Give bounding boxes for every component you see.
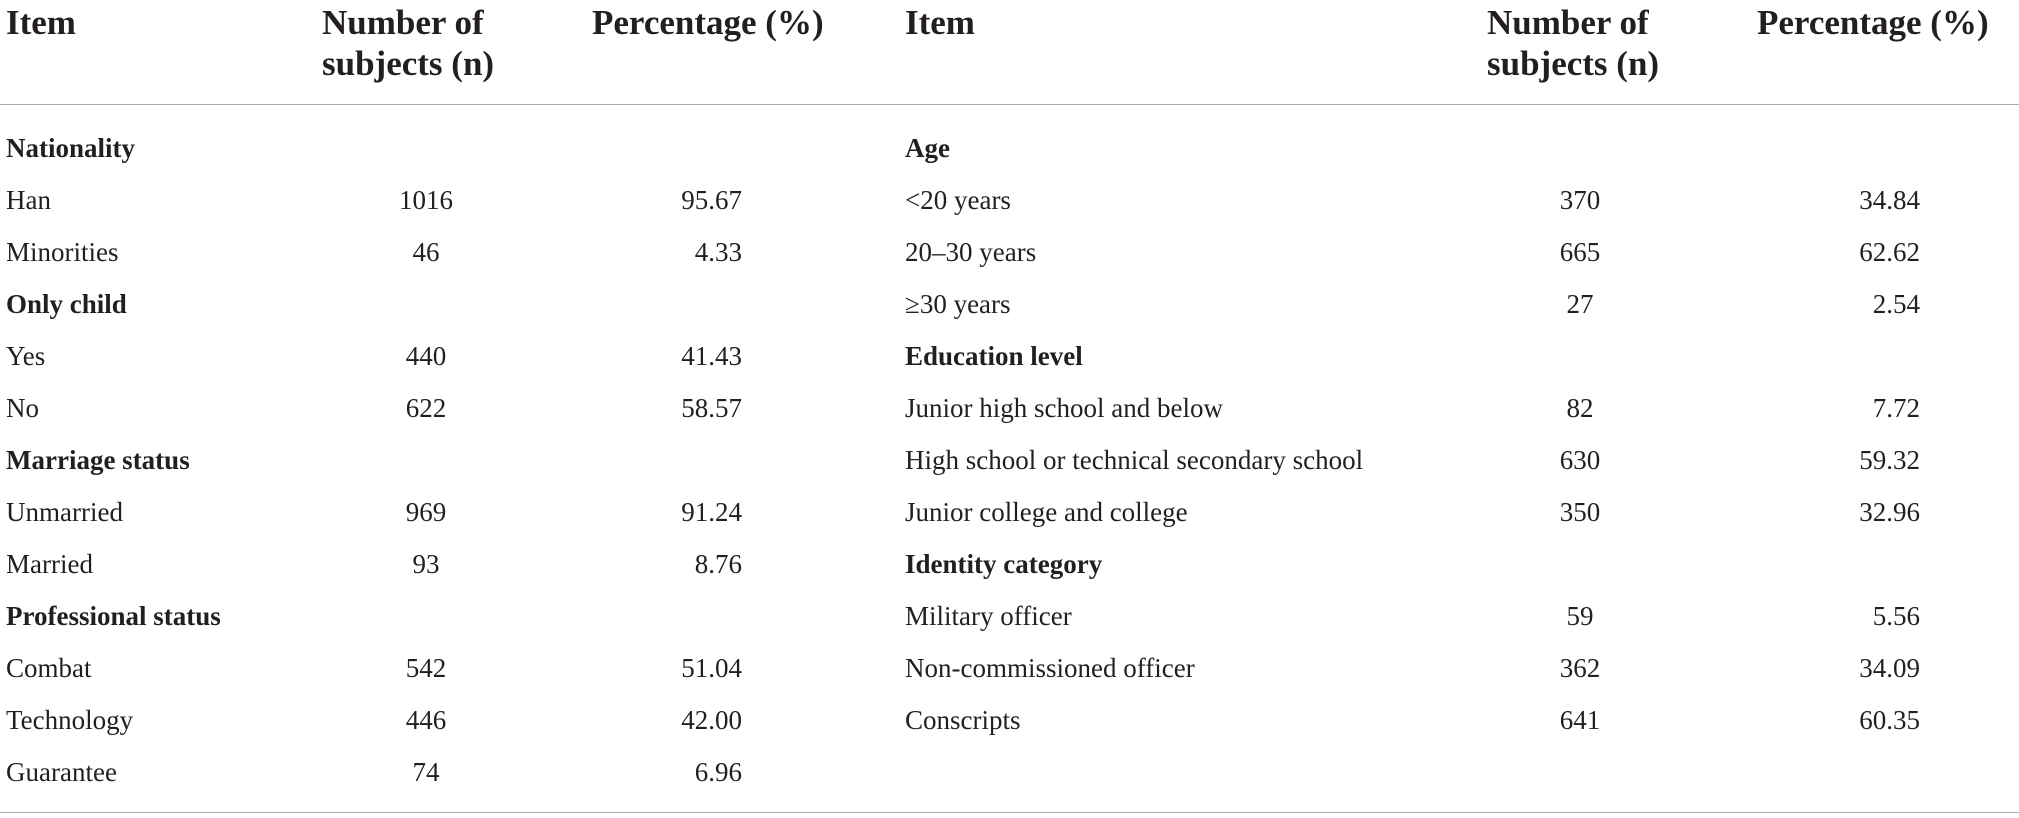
header-percentage-left: Percentage (%) <box>592 3 824 42</box>
row-percentage: 8.76 <box>694 549 742 579</box>
row-percentage: 58.57 <box>681 393 742 423</box>
row-count: 46 <box>412 237 440 267</box>
row-percentage: 5.56 <box>1872 601 1920 631</box>
header-percentage-right: Percentage (%) <box>1757 3 1989 42</box>
row-label: 20–30 years <box>905 237 1037 267</box>
row-count: 59 <box>1566 601 1594 631</box>
row-count: 1016 <box>399 185 453 215</box>
row-percentage: 34.09 <box>1859 653 1920 683</box>
section-heading: Age <box>905 133 950 163</box>
row-percentage: 62.62 <box>1859 237 1920 267</box>
row-percentage: 59.32 <box>1859 445 1920 475</box>
row-count: 370 <box>1559 185 1601 215</box>
row-count: 74 <box>412 757 440 787</box>
row-label: Yes <box>6 341 46 371</box>
row-label: High school or technical secondary schoo… <box>905 445 1364 475</box>
row-label: <20 years <box>905 185 1011 215</box>
row-count: 446 <box>405 705 447 735</box>
row-count: 630 <box>1559 445 1601 475</box>
row-percentage: 91.24 <box>681 497 742 527</box>
header-number-left: Number of subjects (n) <box>322 2 494 84</box>
header-number-line1: Number of <box>322 3 484 42</box>
row-count: 969 <box>405 497 447 527</box>
section-heading: Identity category <box>905 549 1103 579</box>
row-label: Junior high school and below <box>905 393 1223 423</box>
row-label: Married <box>6 549 93 579</box>
row-count: 350 <box>1559 497 1601 527</box>
header-number-line2: subjects (n) <box>1487 44 1660 83</box>
row-label: Non-commissioned officer <box>905 653 1195 683</box>
row-percentage: 51.04 <box>681 653 742 683</box>
section-heading: Marriage status <box>6 445 190 475</box>
row-count: 641 <box>1559 705 1601 735</box>
row-percentage: 42.00 <box>681 705 742 735</box>
row-label: Minorities <box>6 237 119 267</box>
row-label: Military officer <box>905 601 1072 631</box>
row-count: 665 <box>1559 237 1601 267</box>
row-label: Guarantee <box>6 757 117 787</box>
row-percentage: 4.33 <box>694 237 742 267</box>
row-percentage: 32.96 <box>1859 497 1920 527</box>
bottom-rule <box>0 812 2019 813</box>
row-label: Technology <box>6 705 134 735</box>
row-label: ≥30 years <box>905 289 1011 319</box>
row-label: Han <box>6 185 51 215</box>
section-heading: Professional status <box>6 601 221 631</box>
row-label: Unmarried <box>6 497 123 527</box>
row-label: Conscripts <box>905 705 1021 735</box>
row-percentage: 6.96 <box>694 757 742 787</box>
row-label: Junior college and college <box>905 497 1188 527</box>
header-number-right: Number of subjects (n) <box>1487 2 1659 84</box>
row-percentage: 34.84 <box>1859 185 1920 215</box>
section-heading: Nationality <box>6 133 136 163</box>
row-count: 362 <box>1559 653 1601 683</box>
row-percentage: 2.54 <box>1872 289 1920 319</box>
row-label: No <box>6 393 39 423</box>
section-heading: Education level <box>905 341 1083 371</box>
header-item-left: Item <box>6 3 76 42</box>
header-number-line2: subjects (n) <box>322 44 495 83</box>
section-heading: Only child <box>6 289 127 319</box>
row-percentage: 95.67 <box>681 185 742 215</box>
row-count: 542 <box>405 653 447 683</box>
header-item-right: Item <box>905 3 975 42</box>
header-number-line1: Number of <box>1487 3 1649 42</box>
header-rule <box>0 104 2019 105</box>
row-count: 622 <box>405 393 447 423</box>
row-percentage: 60.35 <box>1859 705 1920 735</box>
row-count: 440 <box>405 341 447 371</box>
row-percentage: 7.72 <box>1872 393 1920 423</box>
row-count: 27 <box>1566 289 1594 319</box>
row-count: 82 <box>1566 393 1594 423</box>
row-count: 93 <box>412 549 440 579</box>
row-label: Combat <box>6 653 92 683</box>
row-percentage: 41.43 <box>681 341 742 371</box>
